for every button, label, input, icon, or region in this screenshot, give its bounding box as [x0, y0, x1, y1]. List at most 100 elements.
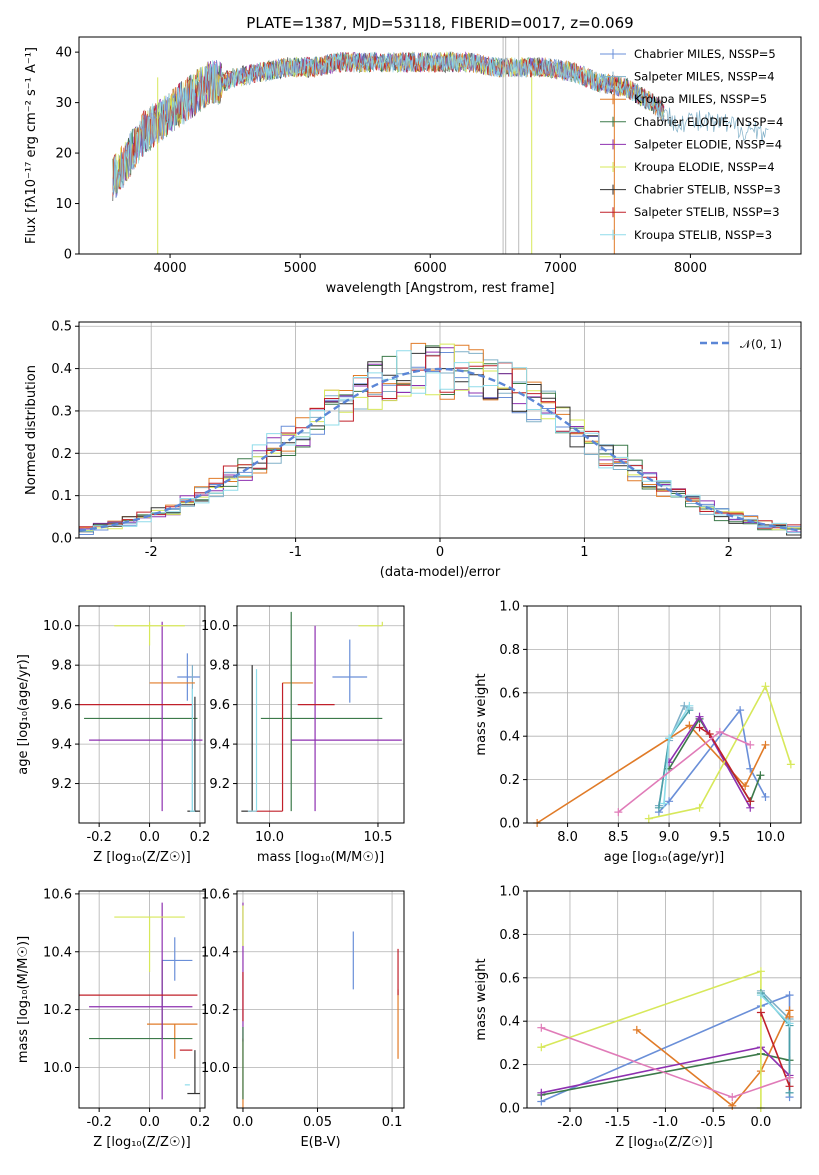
x-tick-label: 8.0 [557, 830, 578, 845]
y-tick-label: 0.4 [499, 730, 520, 745]
weight-series-0 [654, 706, 770, 817]
y-tick-label: 10 [55, 197, 72, 212]
weight-line [668, 717, 762, 804]
weight-marker [695, 723, 704, 732]
y-axis-label: mass weight [474, 673, 489, 755]
y-axis-label: mass [log₁₀(M/M☉)] [16, 936, 31, 1063]
x-tick-label: 9.0 [659, 830, 680, 845]
y-tick-label: 9.2 [51, 777, 72, 792]
spectrum-series-8 [112, 52, 665, 194]
axes-5 [75, 891, 205, 1112]
weight-series-9 [614, 727, 755, 817]
errorbar-point-0 [162, 937, 193, 981]
y-tick-label: 0.2 [499, 773, 520, 788]
weight-marker [665, 734, 674, 743]
spectrum-series-7 [112, 52, 665, 197]
weight-series-8 [756, 991, 794, 1028]
weight-marker [756, 771, 765, 780]
axes-3 [233, 606, 404, 827]
weight-marker [537, 1088, 546, 1097]
y-tick-label: 30 [55, 96, 72, 111]
errorbar-point-3 [291, 625, 402, 812]
chart-title: PLATE=1387, MJD=53118, FIBERID=0017, z=0… [246, 14, 633, 32]
x-tick-label: -0.2 [86, 1115, 111, 1130]
errorbar-point-2 [147, 1023, 198, 1059]
weight-marker [785, 1019, 794, 1028]
errorbar-point-2 [260, 611, 383, 812]
y-axis-label: mass weight [474, 958, 489, 1040]
x-tick-label: 0.05 [303, 1115, 332, 1130]
x-tick-label: 5000 [284, 261, 317, 276]
x-tick-label: 0.0 [139, 830, 160, 845]
weight-marker [756, 991, 765, 1000]
y-tick-label: 10.2 [43, 1003, 72, 1018]
y-tick-label: 10.6 [201, 887, 230, 902]
x-axis-label: (data-model)/error [380, 565, 501, 580]
weight-line [648, 684, 792, 820]
errorbar-point-0 [177, 653, 200, 701]
y-tick-label: 1.0 [499, 885, 520, 900]
x-tick-label: 4000 [154, 261, 187, 276]
weight-marker [665, 797, 674, 806]
errorbar-point-4 [358, 621, 383, 627]
weight-series-7 [695, 723, 755, 806]
x-tick-label: 0.2 [190, 1115, 211, 1130]
x-tick-label: 8000 [674, 261, 707, 276]
x-tick-label: -2.0 [557, 1115, 582, 1130]
weight-marker [761, 740, 770, 749]
x-tick-label: 2 [725, 545, 733, 560]
axes-4 [523, 605, 801, 827]
weight-marker [632, 1025, 641, 1034]
weight-marker [756, 967, 765, 976]
y-tick-label: 10.4 [43, 945, 72, 960]
y-tick-label: 0.6 [499, 686, 520, 701]
spectrum-lines [112, 37, 769, 254]
weight-marker [785, 1073, 794, 1082]
weight-marker [728, 1093, 737, 1102]
weight-marker [685, 701, 694, 710]
weight-marker [695, 712, 704, 721]
weight-marker [736, 706, 745, 715]
y-axis-label: Normed distribution [24, 365, 39, 495]
errorbar-point-1 [189, 665, 198, 812]
y-tick-label: 0.6 [499, 971, 520, 986]
weight-line [536, 724, 767, 824]
weight-line [663, 705, 691, 804]
x-tick-label: -0.5 [700, 1115, 725, 1130]
x-tick-label: 9.5 [709, 830, 730, 845]
weight-marker [614, 808, 623, 817]
weight-marker [705, 730, 714, 739]
x-axis-label: Z [log₁₀(Z/Z☉)] [93, 850, 190, 865]
errorbar-point-3 [89, 960, 193, 1040]
y-axis-label: Flux [fλ10⁻¹⁷ erg cm⁻² s⁻¹ A⁻¹] [24, 47, 39, 244]
weight-line [760, 1012, 791, 1087]
y-tick-label: 9.6 [51, 698, 72, 713]
errorbar-point-5 [241, 665, 253, 812]
histogram-group [79, 342, 801, 536]
axes-frame [78, 36, 802, 255]
weight-series-7 [756, 1008, 794, 1091]
y-tick-label: 10.0 [43, 1061, 72, 1076]
axes-0 [75, 51, 691, 258]
weight-marker [746, 797, 755, 806]
weight-line [760, 994, 791, 1024]
histogram-series-8 [79, 350, 801, 534]
y-tick-label: 0.1 [51, 489, 72, 504]
weight-marker [537, 1043, 546, 1052]
axes-frame [78, 605, 206, 824]
x-tick-label: 10.5 [363, 830, 392, 845]
errorbar-point-8 [189, 688, 195, 812]
y-tick-label: 9.8 [209, 659, 230, 674]
legend-label-4: Salpeter ELODIE, NSSP=4 [634, 137, 782, 151]
x-tick-label: -0.2 [86, 830, 111, 845]
errorbar-point-5 [114, 621, 185, 646]
legend-label-3: Chabrier ELODIE, NSSP=4 [634, 115, 783, 129]
weight-marker [756, 1008, 765, 1017]
y-tick-label: 20 [55, 147, 72, 162]
y-tick-label: 10.0 [201, 1061, 230, 1076]
x-tick-label: 0.0 [233, 1115, 254, 1130]
axes-frame [526, 605, 802, 824]
axes-frame [526, 890, 802, 1109]
legend-label-7: Salpeter STELIB, NSSP=3 [634, 205, 780, 219]
